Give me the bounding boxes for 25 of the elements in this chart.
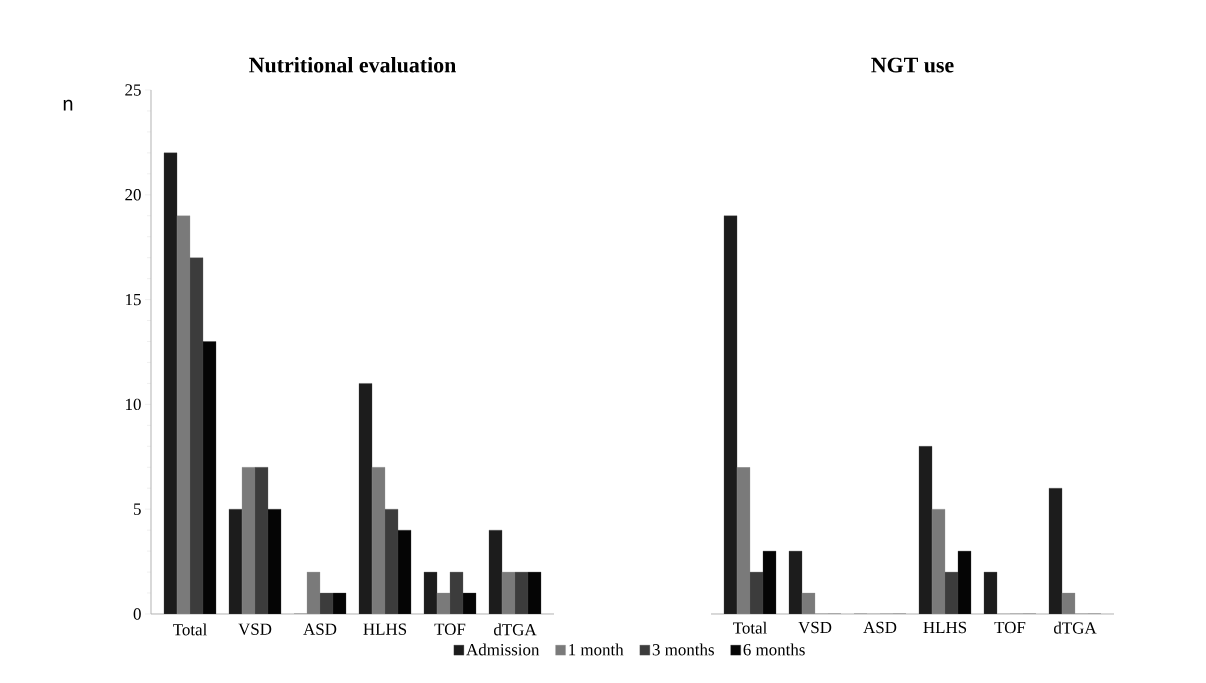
x-tick-label: TOF xyxy=(434,623,466,635)
x-tick-label: HLHS xyxy=(923,621,967,634)
y-tick-label: 0 xyxy=(133,608,141,620)
x-tick-label: VSD xyxy=(238,623,272,635)
legend-label: 3 months xyxy=(652,643,714,656)
legend-label: 6 months xyxy=(743,643,805,656)
y-tick-label: 25 xyxy=(125,84,141,96)
y-axis-title: n xyxy=(63,99,73,111)
x-tick-label: Total xyxy=(733,621,767,634)
legend-label: 1 month xyxy=(569,643,624,656)
x-tick-label: Total xyxy=(173,623,207,636)
x-tick-label: ASD xyxy=(303,623,337,635)
x-tick-label: VSD xyxy=(798,621,832,634)
x-tick-label: ASD xyxy=(863,621,897,634)
y-tick-label: 5 xyxy=(134,503,141,515)
x-tick-label: dTGA xyxy=(1053,621,1097,634)
x-tick-label: HLHS xyxy=(363,623,407,635)
chart-title: Nutritional evaluation xyxy=(249,57,456,73)
legend-label: Admission xyxy=(466,643,540,656)
x-tick-label: dTGA xyxy=(493,623,537,636)
y-tick-label: 15 xyxy=(126,293,141,306)
y-tick-label: 10 xyxy=(126,398,141,411)
x-tick-label: TOF xyxy=(994,621,1026,634)
y-tick-label: 20 xyxy=(125,189,141,201)
chart-title: NGT use xyxy=(871,57,954,73)
